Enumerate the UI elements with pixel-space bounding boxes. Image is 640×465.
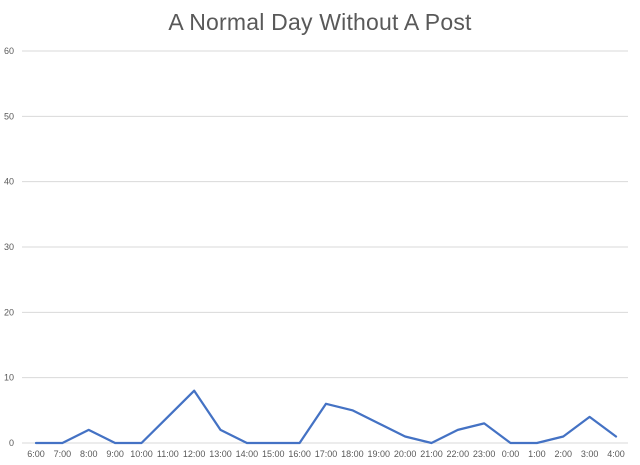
x-tick-label: 4:00	[607, 449, 625, 459]
x-tick-label: 3:00	[581, 449, 599, 459]
x-tick-label: 12:00	[183, 449, 206, 459]
x-tick-label: 2:00	[555, 449, 573, 459]
chart-title: A Normal Day Without A Post	[168, 9, 472, 35]
x-tick-label: 20:00	[394, 449, 417, 459]
series-layer	[34, 389, 618, 445]
y-tick-label: 40	[4, 177, 14, 187]
x-tick-label: 16:00	[288, 449, 311, 459]
y-tick-label: 50	[4, 111, 14, 121]
series-line-0	[34, 389, 618, 445]
y-tick-label: 10	[4, 373, 14, 383]
y-tick-label: 0	[9, 438, 14, 448]
x-tick-label: 8:00	[80, 449, 98, 459]
y-tick-label: 20	[4, 307, 14, 317]
x-tick-label: 22:00	[447, 449, 470, 459]
y-axis-ticks: 0 10 20 30 40 50 60	[4, 46, 14, 448]
x-tick-label: 21:00	[420, 449, 443, 459]
x-tick-label: 6:00	[27, 449, 45, 459]
x-tick-label: 19:00	[367, 449, 390, 459]
x-tick-label: 0:00	[502, 449, 520, 459]
x-tick-label: 1:00	[528, 449, 546, 459]
gridlines	[22, 50, 628, 444]
x-tick-label: 17:00	[315, 449, 338, 459]
x-tick-label: 7:00	[54, 449, 72, 459]
x-tick-label: 13:00	[209, 449, 232, 459]
x-tick-label: 10:00	[130, 449, 153, 459]
x-tick-label: 14:00	[236, 449, 259, 459]
y-tick-label: 60	[4, 46, 14, 56]
x-tick-label: 18:00	[341, 449, 364, 459]
y-tick-label: 30	[4, 242, 14, 252]
x-tick-label: 11:00	[157, 449, 179, 459]
x-tick-label: 15:00	[262, 449, 285, 459]
x-axis-ticks: 6:00 7:00 8:00 9:00 10:00 11:00 12:00 13:00 14:0…	[27, 449, 625, 459]
x-tick-label: 23:00	[473, 449, 496, 459]
x-tick-label: 9:00	[106, 449, 124, 459]
